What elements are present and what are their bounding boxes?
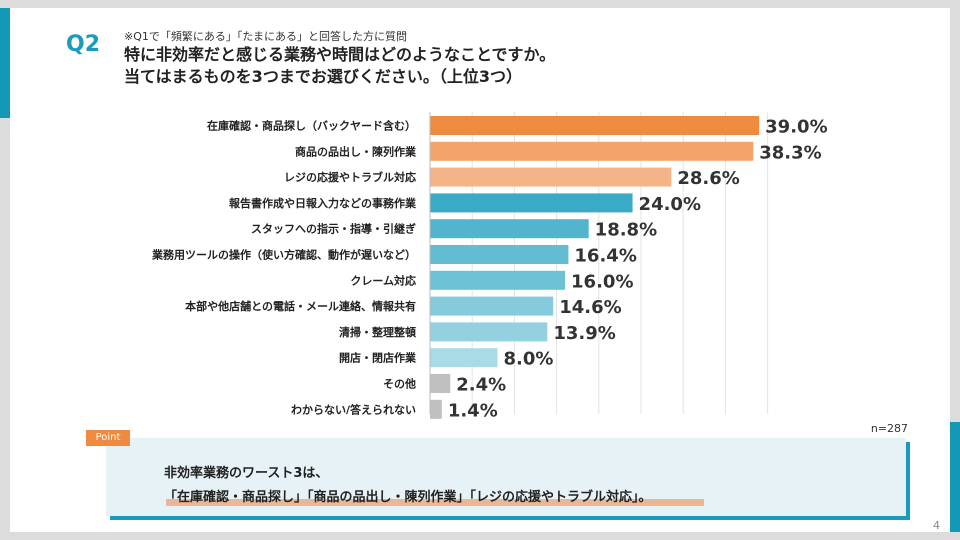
bar (430, 270, 566, 290)
value-label: 8.0% (504, 349, 554, 370)
category-label: 報告書作成や日報入力などの事務作業 (229, 196, 417, 210)
bar (430, 141, 754, 161)
value-label: 24.0% (639, 194, 701, 215)
category-label: スタッフへの指示・指導・引継ぎ (251, 222, 416, 236)
category-label: 本部や他店舗との電話・メール連絡、情報共有 (185, 299, 416, 313)
value-label: 28.6% (677, 168, 739, 189)
category-label: 開店・閉店作業 (339, 351, 417, 365)
accent-bar-bottom-right (950, 422, 960, 532)
frame-left (0, 0, 10, 540)
question-note: ※Q1で「頻繁にある」「たまにある」と回答した方に質問 (124, 30, 408, 43)
bar (430, 399, 442, 419)
bar (430, 219, 589, 239)
bar (430, 167, 672, 187)
bar (430, 116, 760, 135)
point-highlight (166, 499, 704, 506)
value-label: 38.3% (759, 142, 821, 163)
frame-right (950, 0, 960, 540)
question-line-1: 特に非効率だと感じる業務や時間はどのようなことですか。 (124, 45, 556, 64)
value-label: 2.4% (456, 375, 506, 396)
point-text-line-2: 「在庫確認・商品探し」「商品の品出し・陳列作業」「レジの応援やトラブル対応」。 (164, 490, 652, 505)
bar (430, 296, 554, 316)
question-text: 特に非効率だと感じる業務や時間はどのようなことですか。 当てはまるものを3つまで… (124, 44, 555, 88)
bar (430, 245, 569, 264)
question-number: Q2 (66, 32, 101, 57)
point-text-line-1: 非効率業務のワースト3は、 (164, 466, 329, 481)
category-label: 商品の品出し・陳列作業 (295, 144, 417, 158)
value-label: 39.0% (765, 117, 827, 138)
bar (430, 322, 548, 342)
value-label: 16.4% (574, 246, 636, 267)
accent-bar-top-left (0, 8, 10, 118)
category-label: レジの応援やトラブル対応 (284, 170, 416, 184)
value-label: 13.9% (553, 323, 615, 344)
value-label: 16.0% (571, 271, 633, 292)
frame-top (0, 0, 960, 8)
category-label: 業務用ツールの操作（使い方確認、動作が遅いなど） (151, 248, 416, 262)
question-line-2: 当てはまるものを3つまでお選びください。（上位3つ） (124, 67, 522, 86)
value-label: 1.4% (448, 400, 498, 421)
bar (430, 374, 451, 393)
bar-chart: 在庫確認・商品探し（バックヤード含む） 39.0% 商品の品出し・陳列作業 38.3%… (151, 112, 828, 421)
category-label: クレーム対応 (350, 273, 416, 287)
category-label: 清掃・整理整頓 (339, 325, 416, 339)
bar (430, 348, 498, 368)
category-label: 在庫確認・商品探し（バックヤード含む） (207, 119, 416, 133)
value-label: 18.8% (595, 220, 657, 241)
point-tag: Point (86, 430, 130, 446)
category-label: その他 (383, 377, 416, 391)
category-label: わからない/答えられない (291, 402, 416, 416)
frame-bottom (0, 532, 960, 540)
bar (430, 193, 633, 213)
sample-size: n=287 (870, 422, 908, 435)
value-label: 14.6% (559, 297, 621, 318)
page-number: 4 (933, 519, 940, 532)
